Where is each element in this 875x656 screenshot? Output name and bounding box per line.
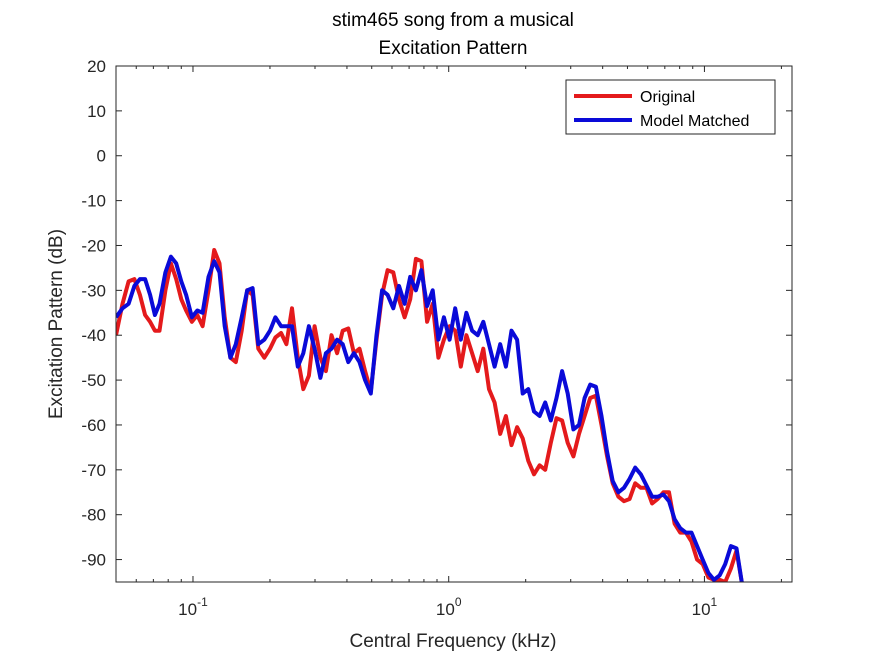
y-tick-label: 10 — [87, 102, 106, 121]
x-axis: 10-1 100 101 — [115, 66, 782, 619]
x-axis-label: Central Frequency (kHz) — [350, 631, 557, 652]
y-axis: 20 10 0 -10 -20 -30 -40 -50 -60 -70 -80 -90 — [81, 57, 792, 570]
chart-title: stim465 song from a musical — [332, 10, 574, 31]
y-tick-label: -40 — [81, 326, 106, 345]
y-axis-label: Excitation Pattern (dB) — [46, 229, 67, 419]
y-tick-label: -10 — [81, 192, 106, 211]
legend-label-original: Original — [640, 89, 695, 106]
y-tick-label: -60 — [81, 416, 106, 435]
y-tick-label: 0 — [97, 147, 106, 166]
x-tick-label: 101 — [692, 595, 718, 619]
axes-box — [115, 65, 793, 583]
y-tick-label: -70 — [81, 461, 106, 480]
series-line-original — [116, 248, 744, 582]
y-tick-label: -90 — [81, 551, 106, 570]
y-tick-label: 20 — [87, 57, 106, 76]
y-tick-label: -20 — [81, 236, 106, 255]
y-tick-label: -80 — [81, 506, 106, 525]
legend-box — [565, 79, 776, 135]
y-tick-label: -30 — [81, 281, 106, 300]
x-tick-label: 100 — [436, 595, 462, 619]
legend: Original Model Matched — [565, 79, 776, 135]
y-tick-label: -50 — [81, 371, 106, 390]
series-layer — [116, 248, 744, 582]
series-line-model-matched — [116, 254, 744, 582]
x-tick-label: 10-1 — [178, 595, 208, 619]
legend-label-model-matched: Model Matched — [640, 113, 749, 130]
chart-subtitle: Excitation Pattern — [379, 38, 528, 59]
